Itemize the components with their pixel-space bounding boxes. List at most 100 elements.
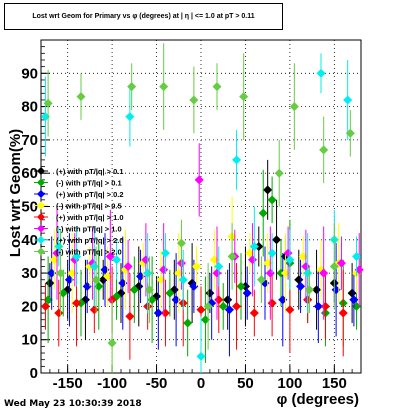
legend-marker	[37, 167, 45, 175]
data-point	[176, 238, 186, 248]
data-point	[212, 82, 222, 92]
data-point	[107, 338, 117, 348]
x-tick-label: -150	[53, 375, 83, 392]
data-point	[236, 281, 246, 291]
data-point	[274, 168, 284, 178]
data-point	[203, 301, 213, 311]
y-tick-label: 70	[21, 132, 38, 149]
data-point	[72, 251, 82, 261]
data-point	[329, 261, 339, 271]
data-point	[125, 112, 135, 122]
data-point	[338, 308, 348, 318]
x-tick-label: 100	[277, 375, 302, 392]
data-point	[196, 305, 206, 315]
legend-marker	[37, 224, 45, 233]
data-point	[285, 255, 295, 265]
legend-label: (-) with pT/|q| > 1.0	[56, 225, 122, 234]
data-point	[296, 281, 306, 291]
data-point	[112, 255, 122, 265]
legend-label: (+) with pT/|q| > 1.0	[56, 213, 124, 222]
data-point	[196, 351, 206, 361]
legend-marker	[37, 201, 45, 210]
y-tick-label: 10	[21, 332, 38, 349]
chart-title: Lost wrt Geom for Primary vs φ (degrees)…	[4, 3, 283, 30]
data-point	[159, 82, 169, 92]
data-point	[313, 301, 323, 311]
footer-timestamp: Wed May 23 10:30:39 2018	[4, 399, 142, 409]
data-point	[267, 195, 277, 205]
data-point	[227, 251, 237, 261]
y-tick-label: 80	[21, 99, 38, 116]
legend-label: (-) with pT/|q| > 2.0	[56, 248, 122, 257]
data-point	[319, 268, 329, 278]
data-point	[263, 185, 273, 195]
legend-label: (+) with pT/|q| > 0.2	[56, 190, 124, 199]
legend-label: (+) with pT/|q| > 0.1	[56, 167, 124, 176]
x-tick-label: 50	[237, 375, 254, 392]
legend-marker	[37, 247, 45, 256]
legend-label: (-) with pT/|q| > 0.5	[56, 202, 122, 211]
data-point	[316, 68, 326, 78]
legend-marker	[37, 178, 45, 187]
data-point	[214, 261, 224, 271]
data-point	[349, 295, 359, 305]
data-point	[123, 261, 133, 271]
data-point	[160, 248, 170, 258]
data-point	[192, 261, 202, 271]
data-point	[56, 268, 66, 278]
data-point	[76, 92, 86, 102]
data-point	[256, 275, 266, 285]
y-tick-label: 40	[21, 232, 38, 249]
data-point	[304, 285, 314, 295]
x-axis-title: φ (degrees)	[277, 391, 359, 408]
x-tick-label: -100	[97, 375, 127, 392]
data-point	[258, 208, 268, 218]
legend-label: (+) with pT/|q| > 2.0	[56, 236, 124, 245]
x-tick-label: 150	[322, 375, 347, 392]
data-point	[224, 305, 234, 315]
data-point	[72, 298, 82, 308]
data-point	[242, 288, 252, 298]
data-point	[91, 275, 101, 285]
data-point	[249, 308, 259, 318]
data-point	[218, 301, 228, 311]
data-point	[125, 311, 135, 321]
axis-ticks: -150 -100 -50 0 50 100 150 0 10 20 30 40 50 60 70 80 90	[21, 39, 362, 392]
data-point	[165, 288, 175, 298]
data-point	[289, 102, 299, 112]
data-point	[189, 95, 199, 105]
y-tick-label: 60	[21, 165, 38, 182]
y-tick-label: 0	[30, 365, 38, 382]
y-tick-label: 30	[21, 265, 38, 282]
data-point	[43, 98, 53, 108]
data-point	[129, 285, 139, 295]
data-point	[285, 305, 295, 315]
legend-marker	[37, 236, 45, 244]
data-point	[178, 275, 188, 285]
y-tick-label: 50	[21, 199, 38, 216]
data-point	[232, 155, 242, 165]
data-point	[239, 92, 249, 102]
data-point	[249, 241, 259, 251]
data-point	[183, 318, 193, 328]
data-points	[40, 43, 364, 373]
data-point	[40, 301, 50, 311]
data-point	[105, 251, 115, 261]
data-point	[343, 95, 353, 105]
legend: (+) with pT/|q| > 0.1 (-) with pT/|q| > 0…	[34, 167, 124, 257]
x-tick-label: 0	[197, 375, 205, 392]
y-tick-label: 20	[21, 298, 38, 315]
legend-marker	[37, 213, 45, 221]
data-point	[352, 251, 362, 261]
data-point	[272, 235, 282, 245]
legend-label: (-) with pT/|q| > 0.1	[56, 179, 122, 188]
data-point	[127, 82, 137, 92]
x-tick-label: -50	[146, 375, 168, 392]
data-point	[232, 301, 242, 311]
legend-marker	[37, 190, 45, 198]
data-point	[336, 258, 346, 268]
data-point	[144, 285, 154, 295]
data-point	[319, 145, 329, 155]
y-tick-label: 90	[21, 65, 38, 82]
